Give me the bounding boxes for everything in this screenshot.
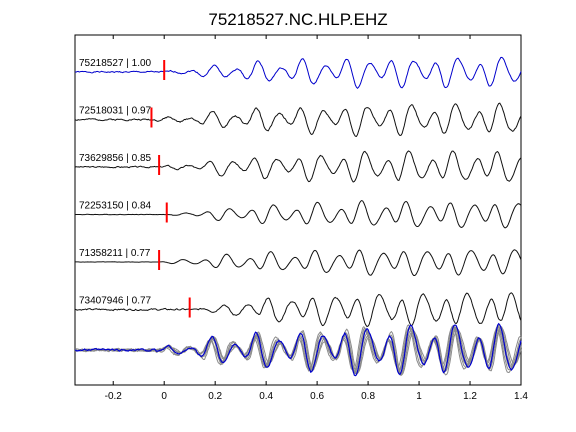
trace-label: 73629856 | 0.85 <box>79 153 152 164</box>
trace-line <box>74 102 522 137</box>
plot-area <box>74 34 522 386</box>
stack-reference-line <box>74 322 522 377</box>
trace-label: 73407946 | 0.77 <box>79 296 152 307</box>
x-tick-label: 0.8 <box>361 391 375 402</box>
stack-layer <box>74 322 522 377</box>
x-axis: -0.2 0 0.2 0.4 0.6 0.8 1 1.2 1.4 <box>105 35 528 402</box>
x-tick-label: 0.2 <box>208 391 222 402</box>
trace-label: 75218527 | 1.00 <box>79 58 152 69</box>
trace-label: 72253150 | 0.84 <box>79 201 152 212</box>
x-tick-label: 0 <box>161 391 167 402</box>
trace-labels-layer: 75218527 | 1.00 72518031 | 0.97 73629856 |… <box>79 58 152 307</box>
trace-line <box>74 150 522 183</box>
chart-title: 75218527.NC.HLP.EHZ <box>208 10 387 29</box>
x-tick-label: 1.4 <box>514 391 528 402</box>
trace-line <box>75 249 522 276</box>
trace-line <box>74 56 522 90</box>
trace-line <box>74 200 522 229</box>
x-tick-label: 1 <box>416 391 422 402</box>
x-tick-label: 0.6 <box>310 391 324 402</box>
trace-label: 71358211 | 0.77 <box>79 248 151 259</box>
traces-layer <box>74 56 522 328</box>
x-tick-label: -0.2 <box>105 391 123 402</box>
x-tick-label: 0.4 <box>259 391 273 402</box>
x-tick-label: 1.2 <box>463 391 477 402</box>
trace-line <box>74 292 522 328</box>
trace-label: 72518031 | 0.97 <box>79 106 152 117</box>
